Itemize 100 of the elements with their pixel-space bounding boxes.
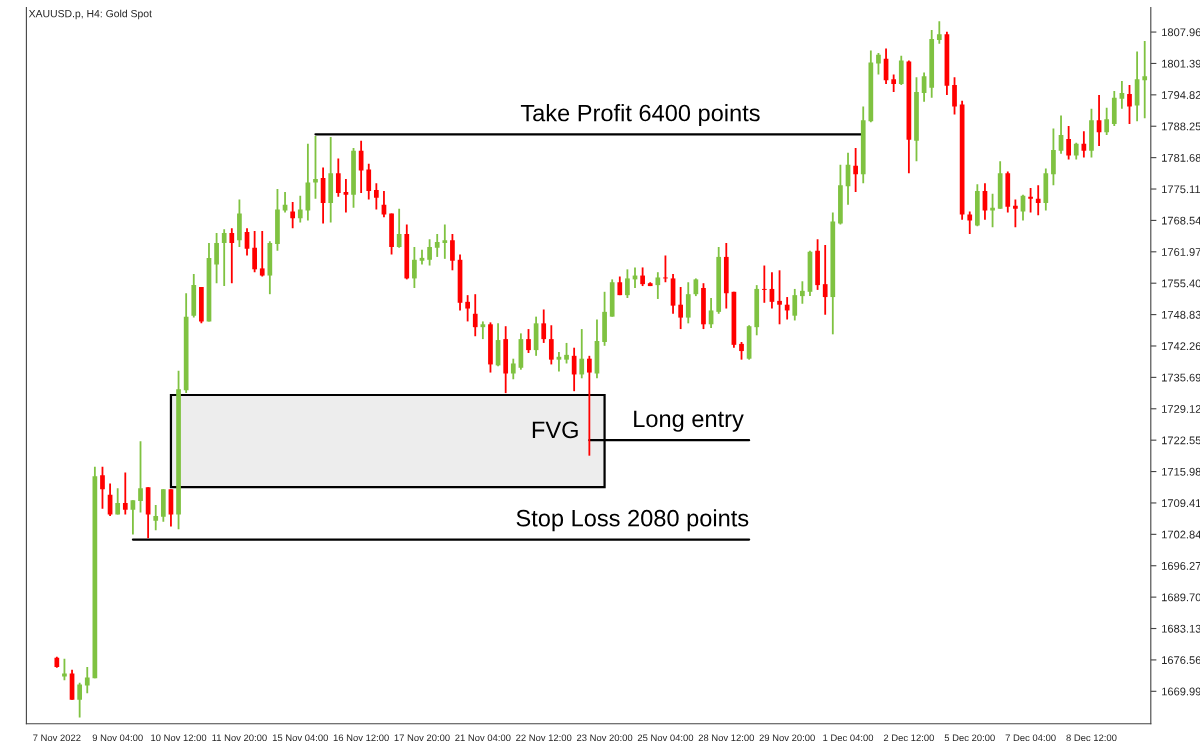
candlestick [640, 266, 645, 287]
candlestick [259, 230, 265, 278]
candlestick [800, 280, 805, 305]
candlestick [100, 465, 105, 510]
candlestick [967, 210, 973, 235]
x-tick-label: 7 Nov 2022 [33, 734, 81, 742]
x-tick-label: 16 Nov 12:00 [333, 734, 389, 742]
x-tick-label: 11 Nov 20:00 [212, 734, 267, 742]
candlestick [510, 357, 516, 381]
candlestick [685, 281, 691, 325]
y-tick-label: 1676.56 [1162, 656, 1200, 665]
candlestick [480, 320, 486, 341]
ref-line-label: Stop Loss 2080 points [516, 509, 749, 532]
candlestick [625, 268, 630, 299]
x-tick-label: 22 Nov 12:00 [516, 734, 572, 742]
candlestick [548, 324, 554, 366]
x-tick-label: 2 Dec 12:00 [883, 734, 934, 742]
candlestick [1081, 130, 1087, 159]
candlestick [229, 227, 235, 285]
chart-title: XAUUSD.p, H4: Gold Spot [28, 9, 152, 20]
y-tick-label: 1722.55 [1162, 436, 1200, 445]
candlestick [990, 192, 995, 229]
y-tick-label: 1781.68 [1162, 153, 1200, 162]
candlestick [396, 207, 402, 249]
candlestick [472, 293, 478, 338]
candlestick [335, 157, 341, 198]
candlestick [252, 230, 257, 274]
y-tick-label: 1788.25 [1162, 122, 1200, 131]
candlestick [663, 254, 668, 284]
candlestick [214, 232, 219, 285]
y-tick-label: 1794.82 [1162, 91, 1200, 99]
y-tick-label: 1669.99 [1162, 687, 1200, 696]
candlestick [1028, 187, 1033, 214]
y-tick-label: 1689.70 [1162, 593, 1200, 602]
candlestick [1013, 198, 1018, 229]
candlestick [655, 271, 661, 300]
candlestick [412, 245, 417, 289]
candlestick [297, 194, 303, 224]
x-tick-label: 7 Dec 04:00 [1005, 734, 1056, 742]
y-tick-label: 1683.13 [1162, 624, 1200, 633]
candlestick [77, 681, 83, 719]
candlestick [115, 487, 121, 516]
candlestick [564, 342, 569, 365]
y-tick-label: 1709.41 [1162, 499, 1200, 508]
ref-line-label: Long entry [634, 410, 744, 432]
candlestick [853, 147, 858, 193]
candlestick [366, 162, 372, 201]
candlestick [952, 76, 957, 116]
candlestick [1035, 184, 1041, 217]
candlestick [876, 51, 881, 76]
x-tick-label: 9 Nov 04:00 [92, 734, 143, 742]
y-tick-label: 1729.12 [1162, 405, 1200, 413]
x-tick-label: 29 Nov 20:00 [759, 734, 815, 742]
y-tick-label: 1696.27 [1162, 562, 1200, 570]
candlestick [526, 328, 531, 354]
x-tick-label: 8 Dec 12:00 [1066, 734, 1117, 742]
candlestick [290, 201, 296, 230]
y-tick-label: 1735.69 [1162, 373, 1200, 382]
ref-line-label: Take Profit 6400 points [520, 104, 760, 127]
candlestick [587, 354, 592, 457]
x-tick-label: 21 Nov 04:00 [455, 734, 511, 742]
candlestick [427, 238, 432, 267]
candlestick [442, 223, 448, 260]
y-tick-label: 1761.97 [1162, 248, 1200, 256]
y-tick-label: 1742.26 [1162, 342, 1200, 351]
candlestick [313, 135, 318, 200]
candlestick [153, 504, 159, 532]
candlestick [1104, 106, 1110, 136]
candlestick [898, 54, 904, 86]
candlestick [465, 294, 470, 323]
x-tick-label: 10 Nov 12:00 [151, 734, 207, 742]
candlestick [1127, 84, 1132, 125]
candlestick [792, 288, 798, 322]
x-tick-label: 5 Dec 20:00 [944, 734, 995, 742]
x-tick-label: 25 Nov 04:00 [637, 734, 694, 742]
candlestick [450, 233, 455, 272]
candlestick [373, 182, 379, 211]
x-tick-label: 15 Nov 04:00 [272, 734, 328, 742]
candlestick [434, 233, 440, 258]
y-tick-label: 1755.40 [1162, 279, 1200, 288]
y-tick-label: 1801.39 [1162, 59, 1200, 68]
x-tick-label: 17 Nov 20:00 [394, 734, 450, 742]
y-tick-label: 1715.98 [1162, 467, 1200, 476]
candlestick [822, 244, 828, 316]
candlestick [221, 228, 227, 287]
y-tick-label: 1748.83 [1162, 310, 1200, 319]
candlestick [579, 328, 585, 380]
candlestick [122, 471, 128, 516]
x-tick-label: 28 Nov 12:00 [698, 734, 755, 742]
candlestick [936, 20, 942, 45]
y-tick-label: 1775.11 [1162, 185, 1200, 194]
candlestick [761, 264, 767, 304]
candlestick [138, 440, 143, 514]
candlestick [678, 286, 684, 330]
x-tick-label: 23 Nov 20:00 [576, 734, 633, 742]
candlestick [784, 296, 790, 321]
candlestick [777, 269, 782, 326]
candlestick [1066, 125, 1071, 161]
y-tick-label: 1807.96 [1162, 28, 1200, 37]
candlestick [84, 665, 90, 695]
